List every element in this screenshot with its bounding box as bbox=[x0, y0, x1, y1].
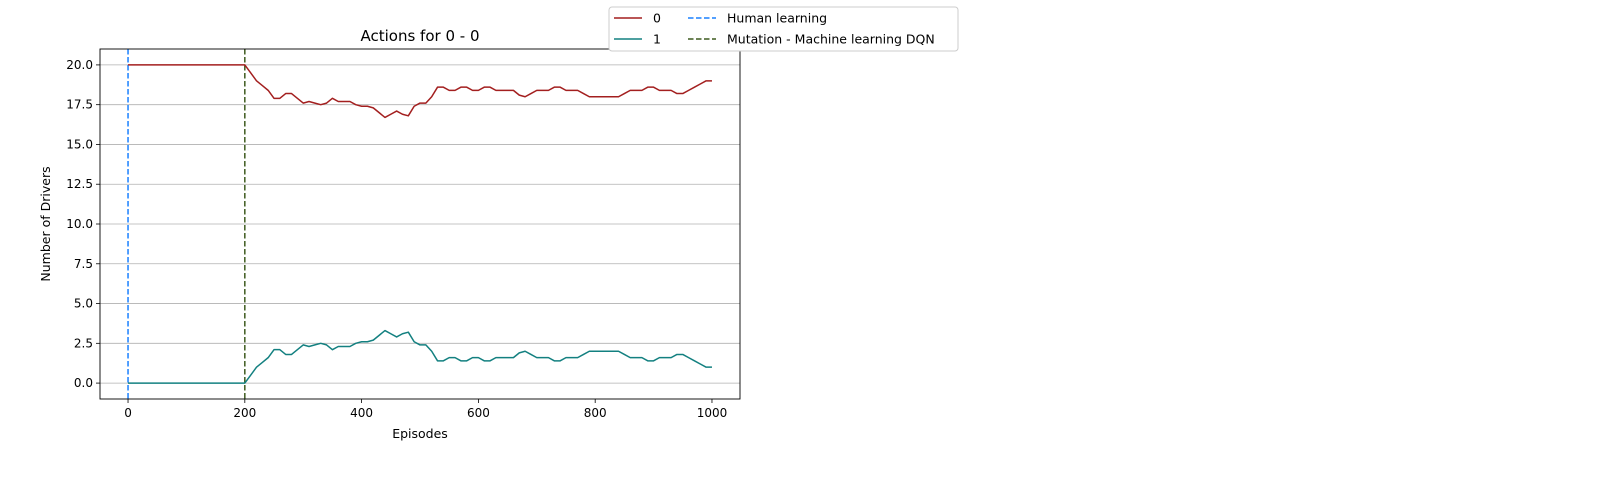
x-axis-label: Episodes bbox=[392, 426, 448, 441]
y-tick-label: 17.5 bbox=[66, 98, 93, 112]
y-tick-label: 10.0 bbox=[66, 217, 93, 231]
legend-label: Human learning bbox=[727, 11, 827, 26]
y-tick-label: 20.0 bbox=[66, 58, 93, 72]
y-axis-label: Number of Drivers bbox=[38, 166, 53, 281]
legend-label: 0 bbox=[653, 11, 661, 26]
y-axis: 0.0 2.5 5.0 7.5 10.0 12.5 15.0 17.5 20.0 bbox=[66, 58, 100, 390]
legend-items: 0 1 Human learning Mutation - Machine learn… bbox=[614, 11, 935, 47]
x-tick-label: 0 bbox=[124, 406, 132, 420]
chart-title: Actions for 0 - 0 bbox=[361, 27, 480, 45]
x-axis: 0 200 400 600 800 1000 bbox=[124, 399, 727, 420]
series-line-1 bbox=[128, 329, 712, 384]
legend-label: 1 bbox=[653, 32, 661, 47]
series-line-0 bbox=[128, 64, 712, 119]
x-tick-label: 200 bbox=[233, 406, 256, 420]
x-tick-label: 600 bbox=[467, 406, 490, 420]
y-tick-label: 0.0 bbox=[74, 376, 93, 390]
legend: 0 1 Human learning Mutation - Machine learn… bbox=[608, 6, 959, 52]
x-tick-label: 800 bbox=[584, 406, 607, 420]
y-tick-label: 15.0 bbox=[66, 137, 93, 151]
series-lines bbox=[128, 64, 712, 384]
plot-area bbox=[99, 48, 741, 400]
y-tick-label: 12.5 bbox=[66, 177, 93, 191]
y-tick-label: 5.0 bbox=[74, 297, 93, 311]
x-tick-label: 1000 bbox=[697, 406, 728, 420]
legend-label: Mutation - Machine learning DQN bbox=[727, 32, 935, 47]
y-tick-label: 2.5 bbox=[74, 336, 93, 350]
x-tick-label: 400 bbox=[350, 406, 373, 420]
y-tick-label: 7.5 bbox=[74, 257, 93, 271]
reference-lines bbox=[127, 49, 246, 399]
